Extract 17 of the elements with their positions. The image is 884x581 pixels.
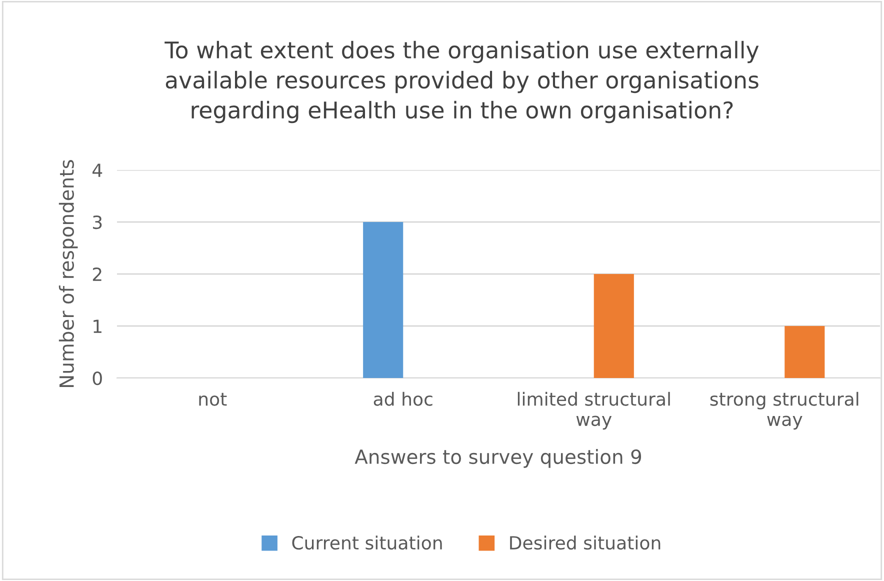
y-tick-label: 0: [92, 371, 102, 386]
bar: [594, 274, 634, 378]
y-axis-title: Number of respondents: [58, 160, 78, 387]
bar: [784, 326, 825, 378]
x-tick-label: not: [199, 392, 227, 406]
chart-title: To what extent does the organisation use externally available resources provided by other organisations regarding eHealth use in the own organisation?: [164, 40, 759, 124]
legend-label: Desired situation: [510, 536, 660, 550]
x-axis-title: Answers to survey question 9: [354, 449, 642, 468]
y-tick-label: 3: [93, 215, 102, 230]
y-tick-label: 4: [92, 164, 102, 177]
y-tick-label: 1: [94, 320, 102, 333]
x-tick-label: limited structural way: [518, 392, 670, 430]
x-tick-label: ad hoc: [374, 392, 432, 406]
y-tick-label: 2: [92, 267, 102, 281]
bar: [363, 222, 404, 378]
x-tick-label: strong structural way: [710, 392, 858, 430]
legend-label: Current situation: [292, 536, 442, 550]
